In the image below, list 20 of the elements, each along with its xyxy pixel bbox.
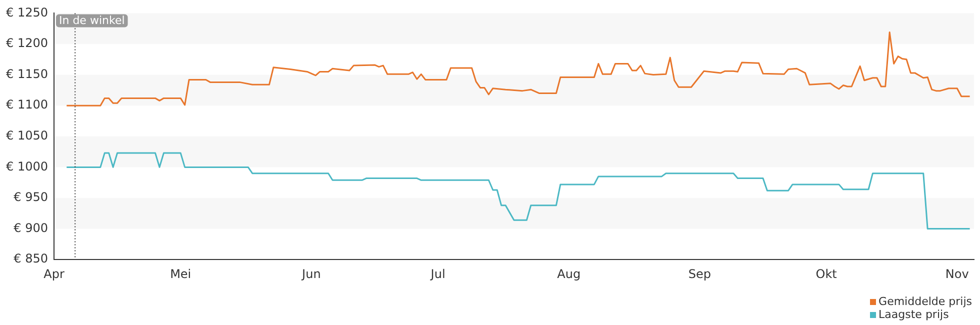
y-tick-label: € 1150 [6, 66, 48, 81]
y-tick-label: € 1200 [6, 36, 48, 50]
x-tick-label: Aug [557, 266, 581, 281]
legend-label: Gemiddelde prijs [878, 295, 972, 308]
ref-line-label: In de winkel [58, 14, 125, 28]
y-tick-label: € 1250 [6, 5, 48, 20]
y-tick-label: € 900 [14, 220, 48, 235]
y-tick-label: € 1100 [6, 98, 48, 112]
x-tick-label: Apr [44, 266, 64, 281]
y-tick-label: € 1050 [6, 128, 48, 143]
x-tick-label: Sep [688, 266, 711, 281]
x-tick-label: Okt [816, 266, 838, 281]
x-tick-label: Jun [301, 266, 321, 281]
x-tick-label: Jul [430, 266, 446, 281]
y-tick-label: € 850 [14, 252, 48, 266]
y-tick-label: € 1000 [6, 159, 48, 174]
x-tick-label: Nov [945, 266, 969, 281]
y-tick-label: € 950 [14, 190, 48, 204]
legend-label: Laagste prijs [878, 308, 949, 321]
x-tick-label: Mei [170, 266, 192, 281]
